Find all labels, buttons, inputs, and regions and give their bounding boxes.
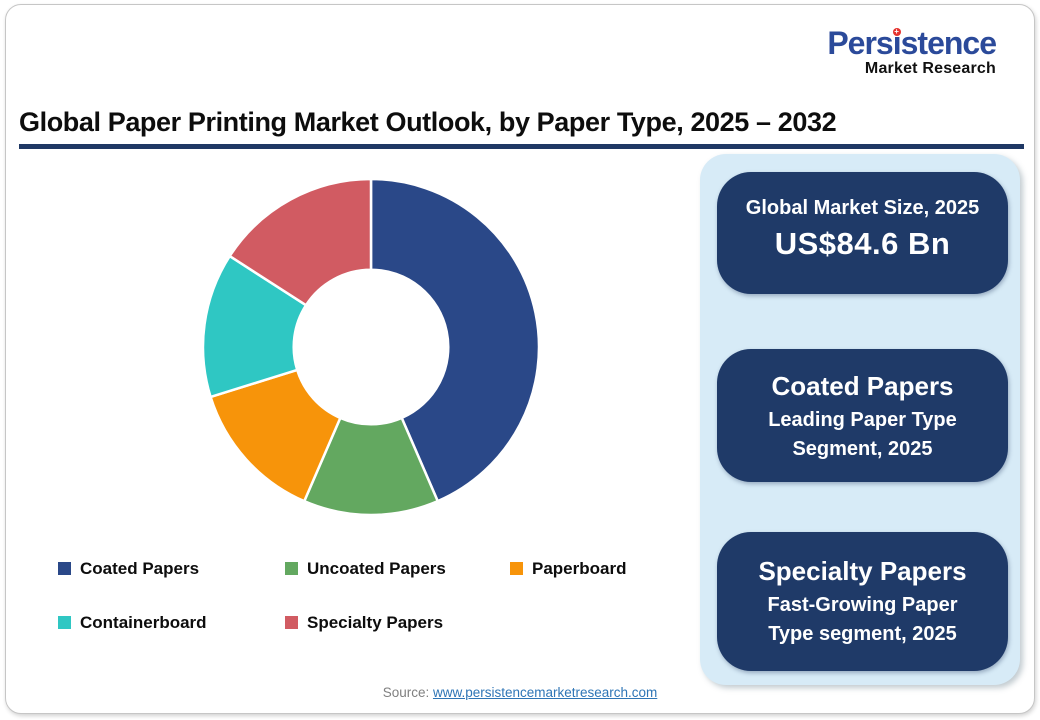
market-size-value: US$84.6 Bn [774,226,951,261]
fast-growing-segment-heading: Specialty Papers [758,556,967,586]
legend-swatch [58,616,71,629]
logo-text-part2: stence [900,25,997,61]
legend-label: Containerboard [80,612,207,632]
donut-slice-coated-papers [369,177,541,503]
title-underline [19,144,1024,149]
legend-label: Specialty Papers [307,612,444,632]
donut-slice-specialty-papers [228,177,373,307]
source-label: Source: [382,685,433,700]
chart-legend: Coated Papers Uncoated Papers Paperboard Co… [58,558,678,633]
legend-swatch [285,616,298,629]
fast-growing-segment-subtitle: Fast-Growing Paper Type segment, 2025 [767,594,958,645]
legend-swatch [285,562,298,575]
legend-item: Coated Papers [58,558,285,579]
leading-segment-heading: Coated Papers [771,371,954,401]
leading-segment-box: Coated Papers Leading Paper Type Segment… [717,349,1008,482]
logo-subtitle: Market Research [864,60,996,77]
legend-item: Containerboard [58,612,285,633]
logo-red-dot-i: ı [892,27,902,59]
legend-swatch [58,562,71,575]
page-title: Global Paper Printing Market Outlook, by… [19,107,837,137]
source-line: Source: www.persistencemarketresearch.co… [6,685,1034,700]
legend-label: Paperboard [532,558,627,578]
legend-item: Paperboard [510,558,678,579]
logo-wordmark: Persıstence [827,25,997,61]
leading-segment-subtitle: Leading Paper Type Segment, 2025 [768,409,957,460]
market-size-box: Global Market Size, 2025 US$84.6 Bn [717,172,1008,294]
market-size-heading: Global Market Size, 2025 [745,197,980,219]
donut-chart-svg [201,177,541,517]
legend-swatch [510,562,523,575]
logo-text-part1: Pers [827,25,893,61]
fast-growing-segment-box: Specialty Papers Fast-Growing Paper Type… [717,532,1008,671]
company-logo: Persıstence Market Research [827,25,997,77]
highlights-panel: Global Market Size, 2025 US$84.6 Bn Coat… [700,154,1020,685]
source-link[interactable]: www.persistencemarketresearch.com [432,685,658,700]
donut-chart [201,177,541,517]
legend-label: Uncoated Papers [307,558,446,578]
legend-item: Specialty Papers [285,612,510,633]
legend-label: Coated Papers [80,558,200,578]
card-background: Persıstence Market Research Global Paper… [5,4,1035,714]
legend-item: Uncoated Papers [285,558,510,579]
